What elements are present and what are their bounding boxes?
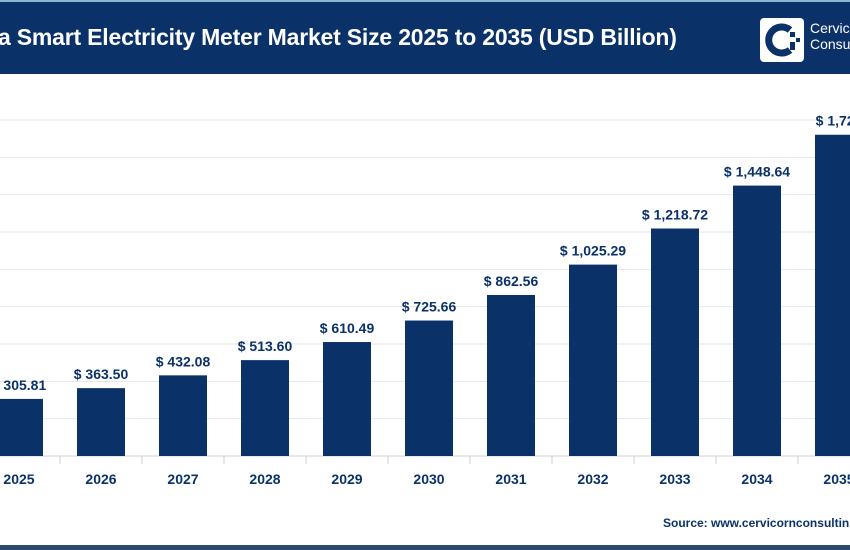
data-label-2035: $ 1,721 xyxy=(816,113,850,129)
bar-2035 xyxy=(815,134,850,456)
data-label-2032: $ 1,025.29 xyxy=(560,243,626,259)
x-tick-label-2025: 2025 xyxy=(3,471,34,487)
x-tick-label-2028: 2028 xyxy=(249,471,280,487)
logo-line2: Consu xyxy=(810,36,850,52)
bar-2033 xyxy=(651,228,699,456)
x-tick-label-2034: 2034 xyxy=(741,471,772,487)
logo-text: Cervic Consu xyxy=(810,20,850,52)
bar-2026 xyxy=(77,388,125,456)
data-label-2026: $ 363.50 xyxy=(74,366,129,382)
bar-2027 xyxy=(159,375,207,456)
logo-line1: Cervic xyxy=(810,20,850,36)
data-label-2033: $ 1,218.72 xyxy=(642,207,708,223)
bar-2032 xyxy=(569,264,617,456)
chart-header: a Smart Electricity Meter Market Size 20… xyxy=(0,0,850,74)
data-label-2029: $ 610.49 xyxy=(320,320,375,336)
bar-2034 xyxy=(733,185,781,456)
data-label-2025: $ 305.81 xyxy=(0,377,46,393)
bar-2025 xyxy=(0,398,43,456)
cervicorn-logo xyxy=(760,18,804,62)
x-tick-label-2032: 2032 xyxy=(577,471,608,487)
data-label-2034: $ 1,448.64 xyxy=(724,164,790,180)
x-tick-label-2031: 2031 xyxy=(495,471,526,487)
x-tick-label-2026: 2026 xyxy=(85,471,116,487)
data-label-2030: $ 725.66 xyxy=(402,299,457,315)
bottom-border xyxy=(0,545,850,550)
bar-2028 xyxy=(241,360,289,456)
data-label-2027: $ 432.08 xyxy=(156,353,211,369)
bar-2030 xyxy=(405,320,453,456)
source-text: Source: www.cervicornconsultin xyxy=(663,516,850,530)
bar-2029 xyxy=(323,342,371,456)
chart-title: a Smart Electricity Meter Market Size 20… xyxy=(0,24,677,50)
x-tick-label-2033: 2033 xyxy=(659,471,690,487)
bar-2031 xyxy=(487,294,535,456)
x-tick-label-2029: 2029 xyxy=(331,471,362,487)
x-tick-label-2035: 2035 xyxy=(823,471,850,487)
data-label-2028: $ 513.60 xyxy=(238,338,293,354)
data-label-2031: $ 862.56 xyxy=(484,273,539,289)
x-tick-label-2030: 2030 xyxy=(413,471,444,487)
x-tick-label-2027: 2027 xyxy=(167,471,198,487)
